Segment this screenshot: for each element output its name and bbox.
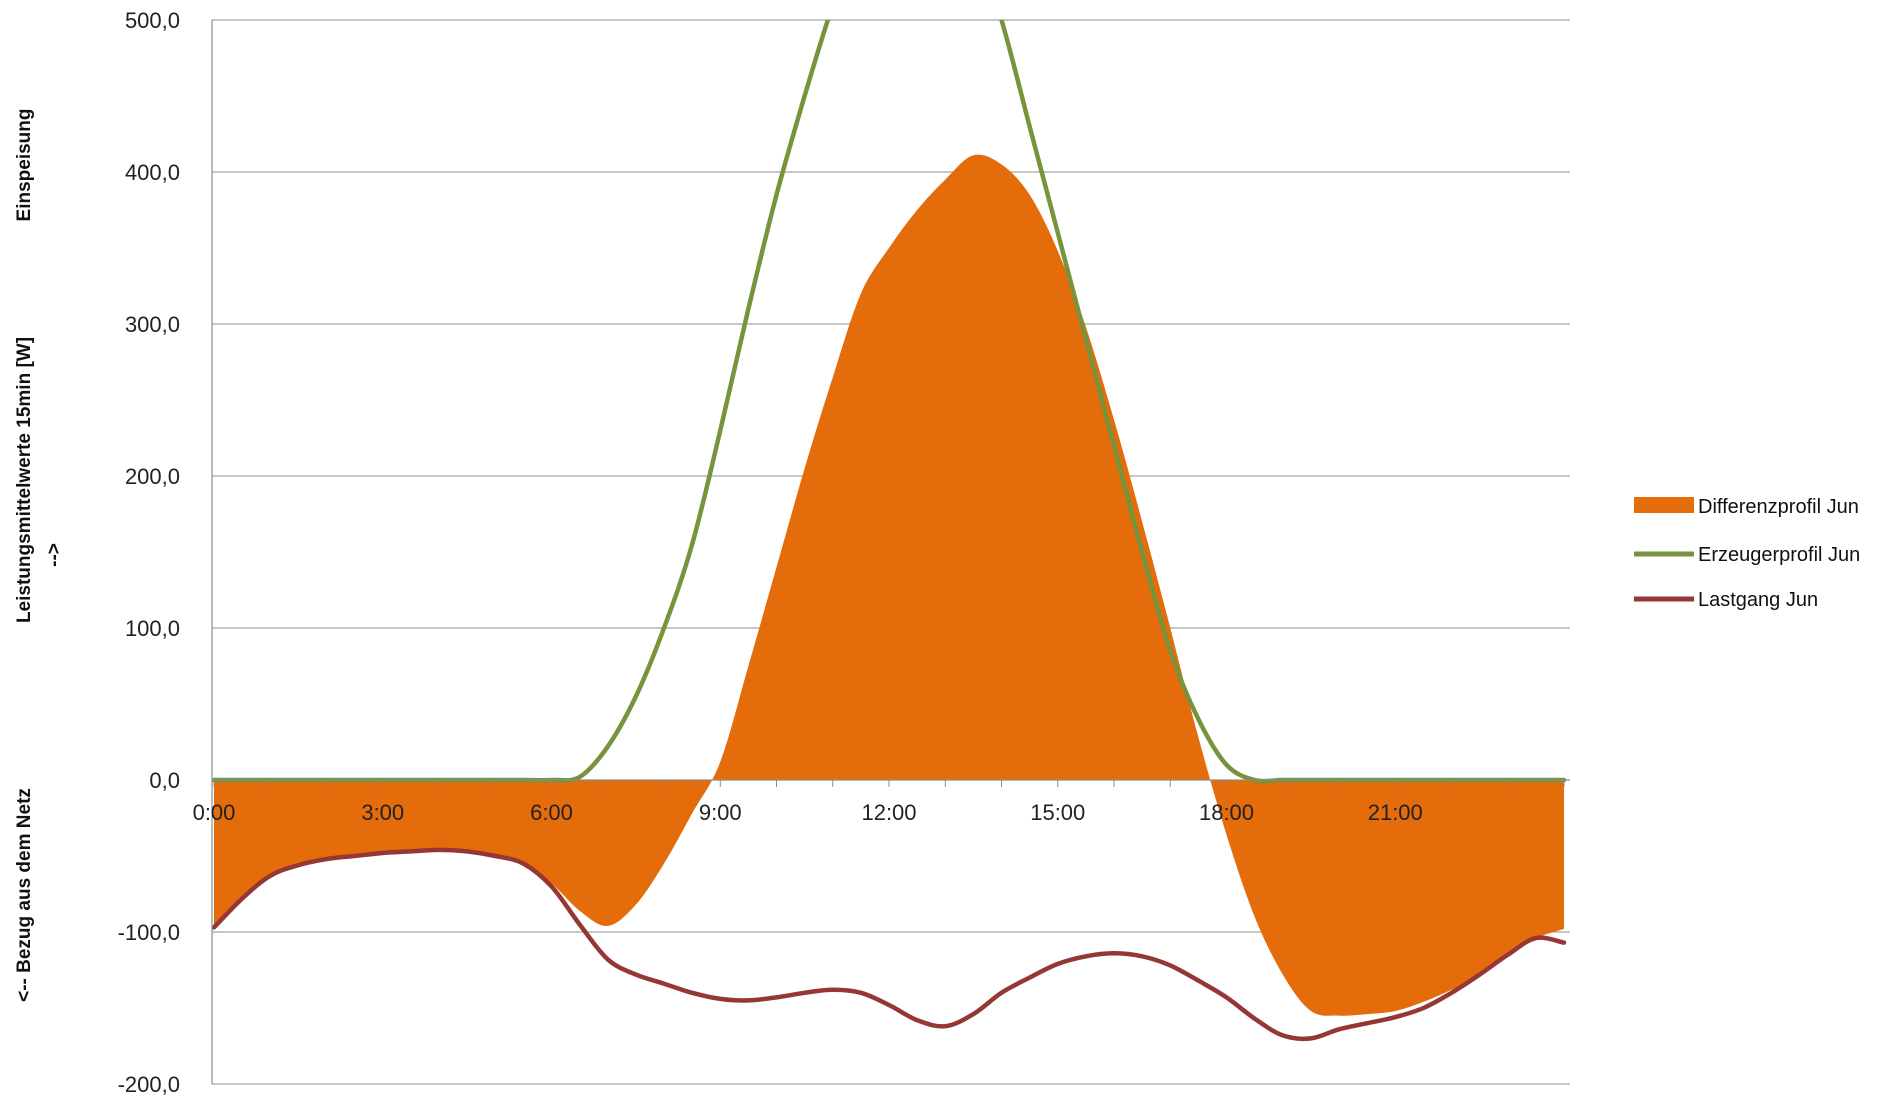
x-tick-label: 18:00 — [1199, 800, 1254, 825]
x-tick-label: 9:00 — [699, 800, 742, 825]
y-axis-title-arrow: --> — [44, 543, 65, 567]
axes — [211, 20, 1570, 1084]
y-tick-label: -100,0 — [118, 920, 180, 945]
y-axis-title-top: Einspeisung — [14, 109, 35, 222]
legend-item-lastgang: Lastgang Jun — [1634, 589, 1818, 611]
y-axis-title-middle: Leistungsmittelwerte 15min [W] — [14, 337, 35, 623]
legend-label-lastgang: Lastgang Jun — [1698, 589, 1818, 611]
series-line-lastgang — [212, 847, 1567, 1042]
legend-swatch-differenzprofil — [1634, 497, 1694, 513]
y-tick-label: 500,0 — [125, 8, 180, 33]
x-tick-label: 21:00 — [1368, 800, 1423, 825]
x-tick-label: 12:00 — [861, 800, 916, 825]
y-tick-label: 0,0 — [149, 768, 180, 793]
legend-item-differenzprofil: Differenzprofil Jun — [1634, 496, 1859, 518]
y-tick-label: 400,0 — [125, 160, 180, 185]
legend-label-differenzprofil: Differenzprofil Jun — [1698, 496, 1859, 518]
x-tick-label: 3:00 — [361, 800, 404, 825]
x-tick-label: 0:00 — [193, 800, 236, 825]
legend: Differenzprofil Jun Erzeugerprofil Jun L… — [1634, 496, 1860, 611]
y-tick-label: 100,0 — [125, 616, 180, 641]
y-tick-label: 200,0 — [125, 464, 180, 489]
x-tick-label: 15:00 — [1030, 800, 1085, 825]
series-area-differenzprofil — [214, 154, 1564, 1016]
series-layer — [212, 20, 1567, 1042]
y-axis-title-bottom: <-- Bezug aus dem Netz — [14, 788, 35, 1002]
legend-item-erzeugerprofil: Erzeugerprofil Jun — [1634, 544, 1860, 566]
x-tick-label: 6:00 — [530, 800, 573, 825]
y-tick-label: -200,0 — [118, 1072, 180, 1096]
y-tick-label: 300,0 — [125, 312, 180, 337]
legend-label-erzeugerprofil: Erzeugerprofil Jun — [1698, 544, 1860, 566]
tick-labels: 500,0 400,0 300,0 200,0 100,0 0,0 -100,0 -200,0… — [118, 8, 1423, 1097]
